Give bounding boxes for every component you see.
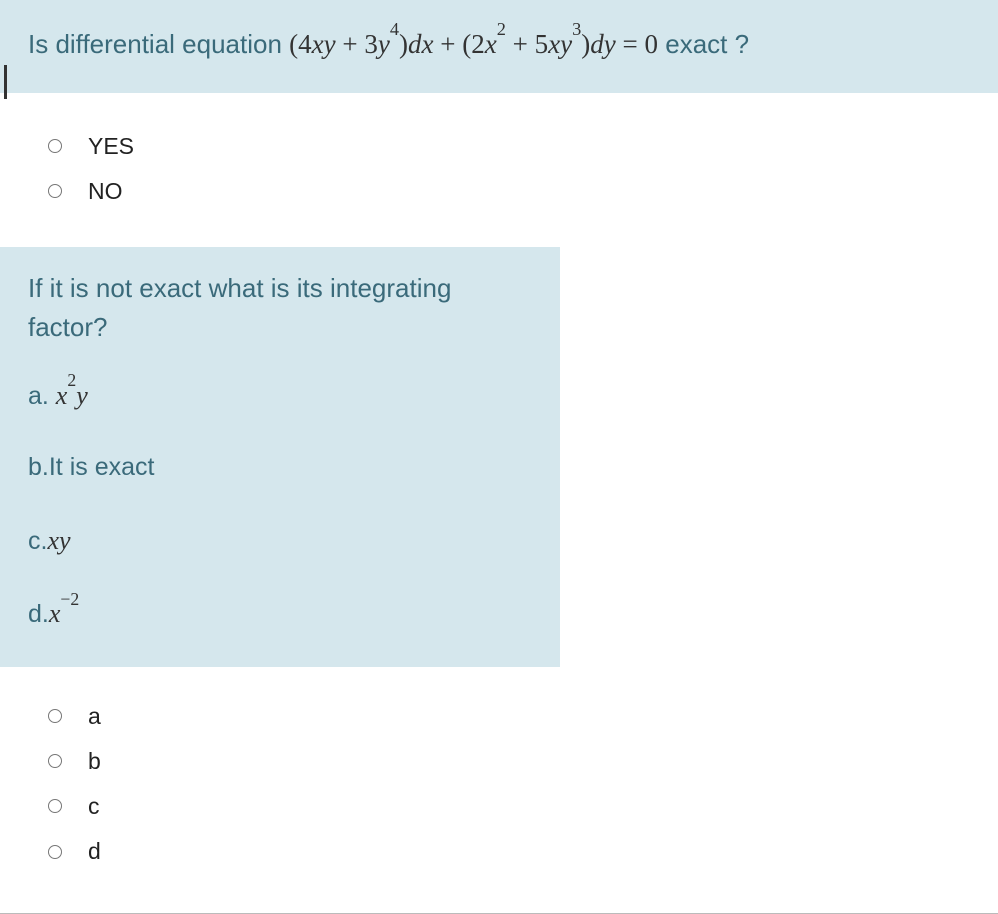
answer-d-expr: x−2: [49, 599, 79, 628]
q2-option-a[interactable]: a: [48, 697, 998, 736]
radio-icon: [48, 754, 62, 768]
answer-d: d.x−2: [28, 589, 536, 639]
answer-a-prefix: a.: [28, 382, 56, 410]
radio-icon: [48, 139, 62, 153]
answer-a: a. x2y: [28, 371, 536, 421]
q2-option-d[interactable]: d: [48, 832, 998, 871]
answer-c-expr: xy: [47, 526, 70, 555]
radio-icon: [48, 799, 62, 813]
q2-option-b[interactable]: b: [48, 742, 998, 781]
question-1-text: Is differential equation (4xy + 3y4)dx +…: [28, 29, 749, 59]
answer-a-expr: x2y: [56, 381, 88, 410]
question-1-box: Is differential equation (4xy + 3y4)dx +…: [0, 0, 998, 93]
radio-icon: [48, 184, 62, 198]
option-label: d: [88, 832, 101, 871]
question-2-box: If it is not exact what is its integrati…: [0, 247, 560, 667]
option-label: YES: [88, 127, 134, 166]
radio-icon: [48, 709, 62, 723]
q1-option-no[interactable]: NO: [48, 172, 998, 211]
q1-prefix: Is differential equation: [28, 29, 289, 59]
q1-expression: (4xy + 3y4)dx + (2x2 + 5xy3)dy = 0: [289, 29, 658, 59]
text-cursor: [4, 65, 7, 99]
answer-c: c.xy: [28, 516, 536, 566]
answer-b-prefix: b.: [28, 453, 49, 481]
q1-option-yes[interactable]: YES: [48, 127, 998, 166]
radio-icon: [48, 845, 62, 859]
answer-c-prefix: c.: [28, 527, 47, 555]
option-label: NO: [88, 172, 123, 211]
answer-d-prefix: d.: [28, 600, 49, 628]
option-label: a: [88, 697, 101, 736]
question-2-text: If it is not exact what is its integrati…: [28, 269, 536, 347]
q1-options: YES NO: [0, 111, 998, 237]
q1-suffix: exact ?: [658, 29, 749, 59]
quiz-container: Is differential equation (4xy + 3y4)dx +…: [0, 0, 998, 914]
option-label: b: [88, 742, 101, 781]
q2-option-c[interactable]: c: [48, 787, 998, 826]
answer-b-text: It is exact: [49, 453, 155, 481]
q2-options: a b c d: [0, 681, 998, 897]
option-label: c: [88, 787, 100, 826]
answer-b: b.It is exact: [28, 444, 536, 492]
